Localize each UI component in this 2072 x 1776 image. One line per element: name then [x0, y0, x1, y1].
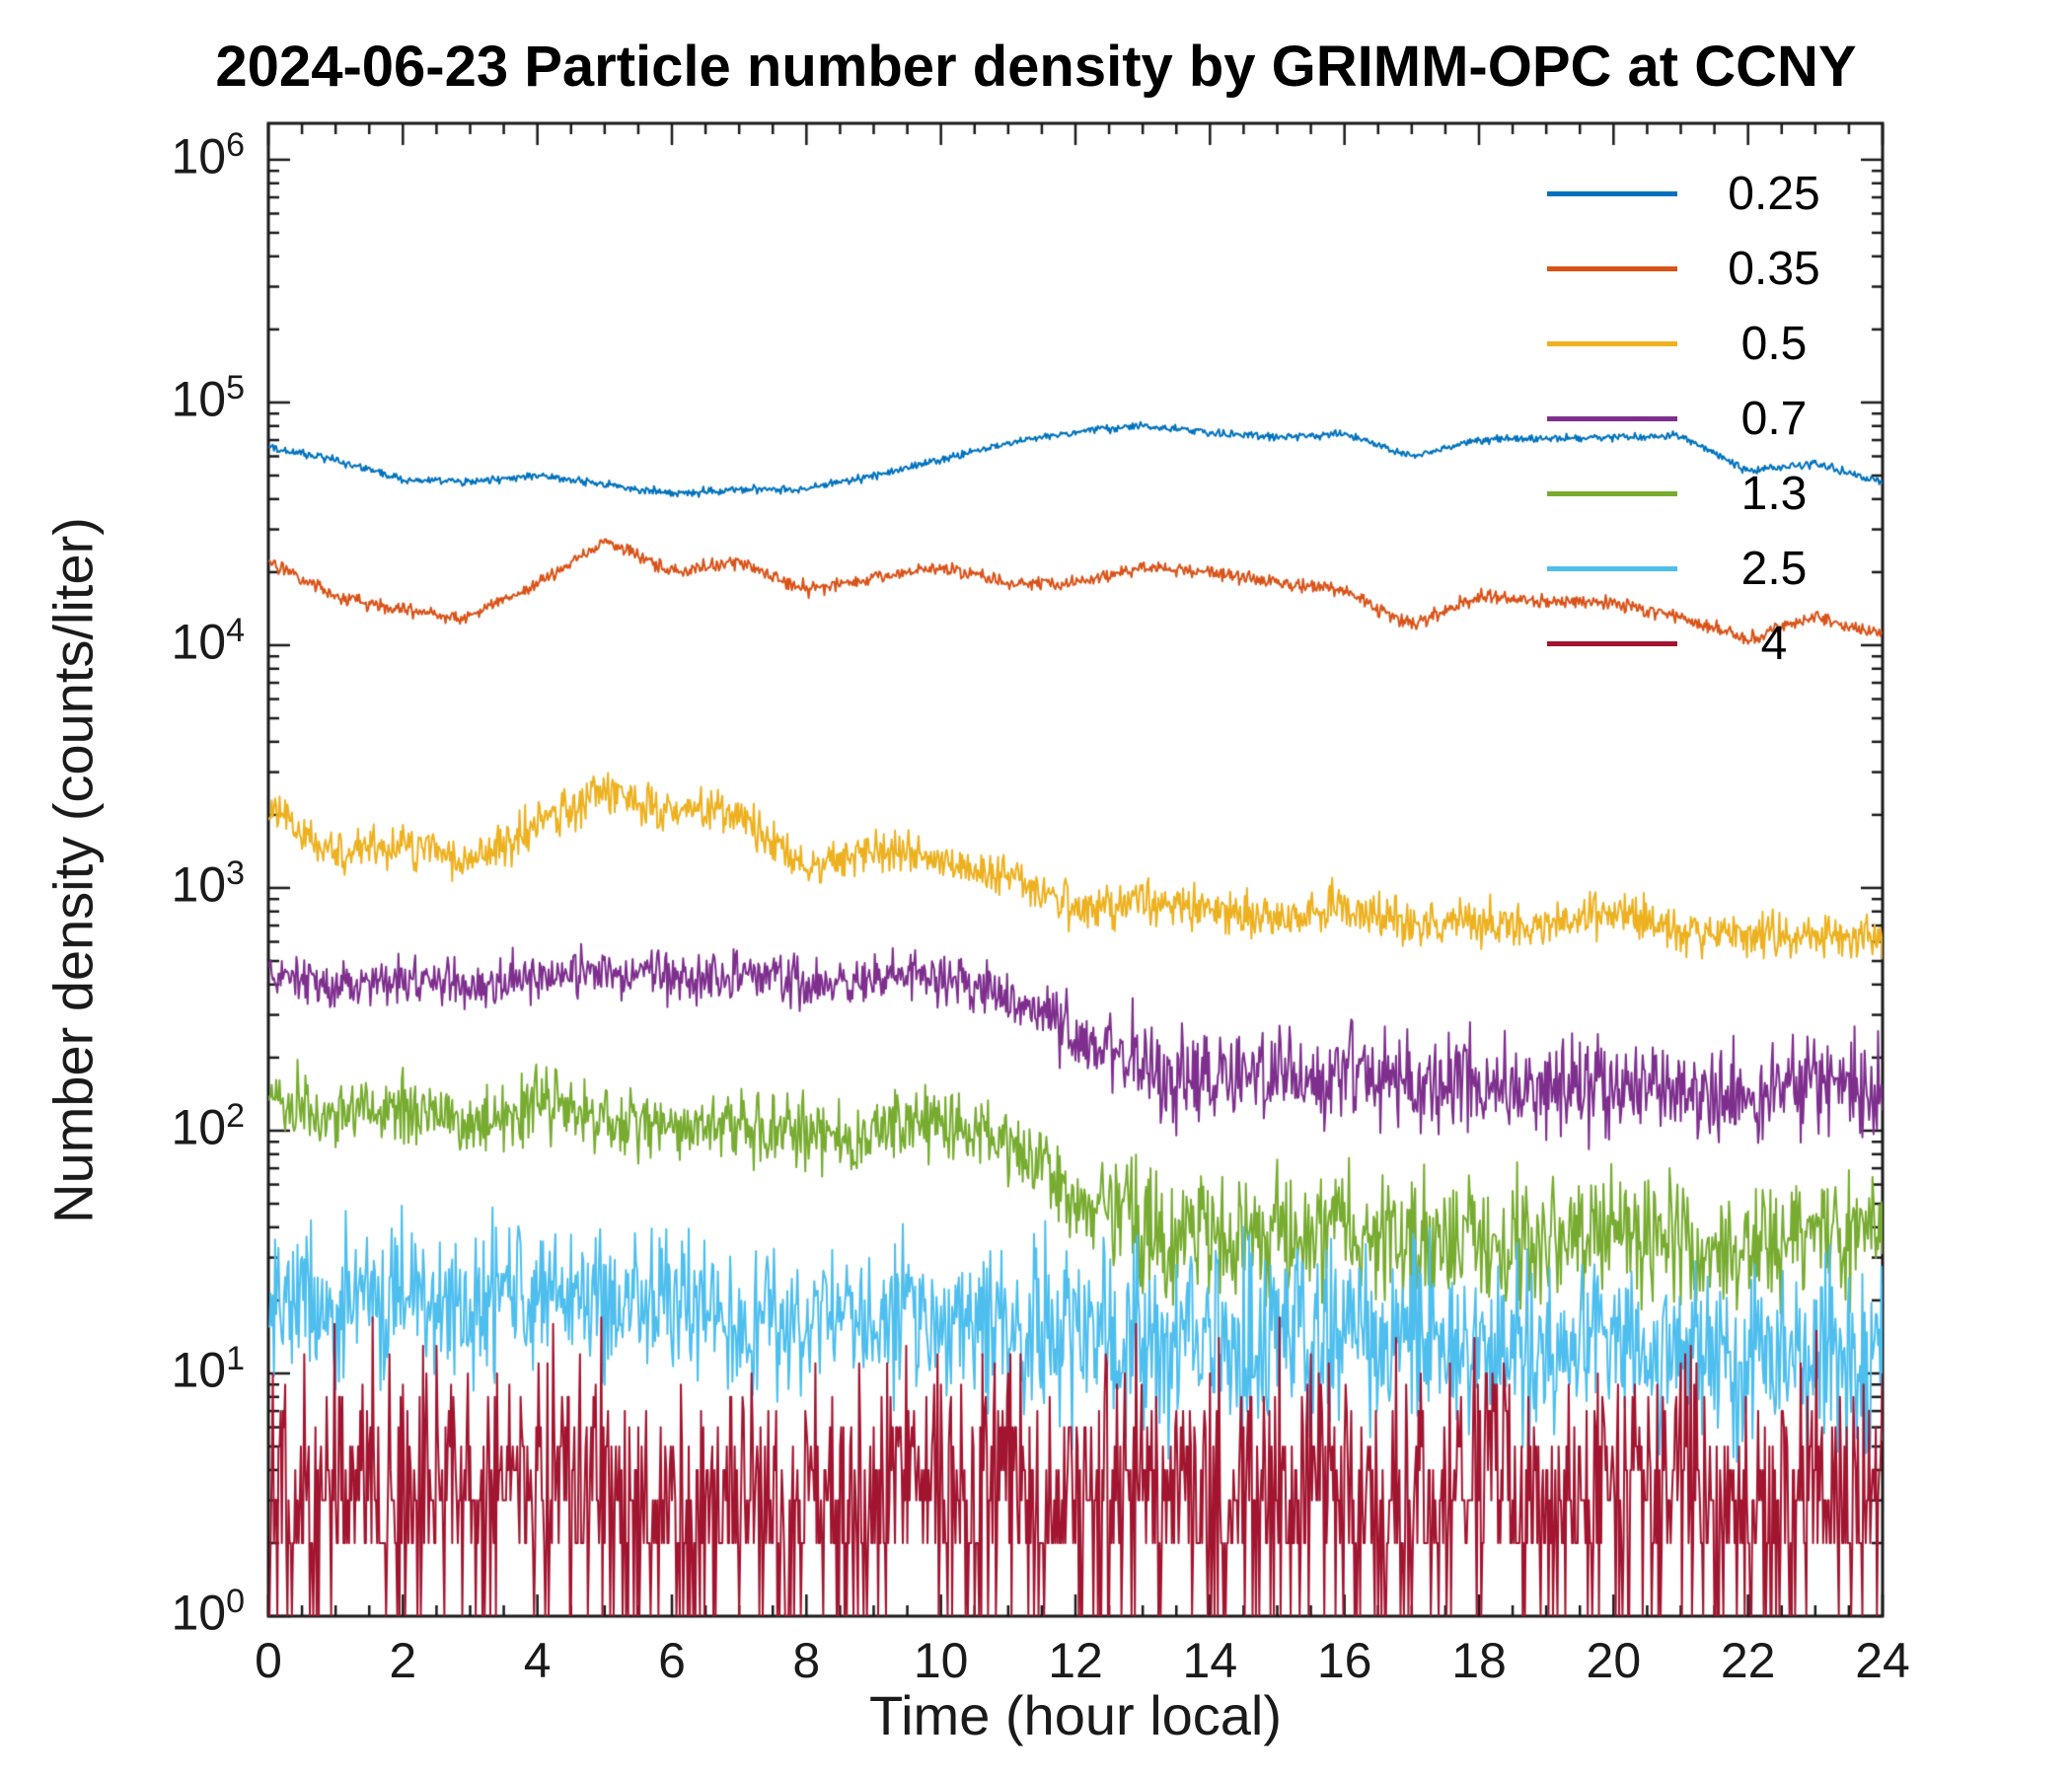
legend-line-swatch — [1547, 265, 1677, 271]
y-tick-label: 104 — [171, 611, 245, 670]
legend-entry: 0.35 — [1547, 231, 1855, 306]
x-tick-label: 8 — [792, 1633, 821, 1688]
y-tick-label: 102 — [171, 1096, 245, 1155]
x-tick-label: 4 — [523, 1633, 552, 1688]
x-tick-label: 20 — [1586, 1633, 1642, 1688]
y-tick-label: 106 — [171, 125, 245, 185]
x-tick-label: 2 — [389, 1633, 417, 1688]
legend-line-swatch — [1547, 490, 1677, 496]
x-tick-label: 0 — [255, 1633, 282, 1688]
chart-title: 2024-06-23 Particle number density by GR… — [215, 35, 1857, 99]
legend-entry: 2.5 — [1547, 531, 1855, 606]
x-tick-label: 18 — [1451, 1633, 1507, 1688]
x-axis-label: Time (hour local) — [868, 1684, 1283, 1746]
y-tick-label: 103 — [171, 853, 245, 913]
x-tick-label: 14 — [1182, 1633, 1238, 1688]
legend-label: 0.35 — [1728, 242, 1820, 295]
legend-line-swatch — [1547, 640, 1677, 646]
x-tick-label: 22 — [1720, 1633, 1776, 1688]
legend-line-swatch — [1547, 565, 1677, 571]
legend-line-swatch — [1547, 415, 1677, 421]
legend-entry: 4 — [1547, 606, 1855, 681]
legend: 0.25 0.35 0.5 0.7 1.3 2.5 4 — [1547, 156, 1855, 681]
x-tick-label: 16 — [1316, 1633, 1372, 1688]
legend-line-swatch — [1547, 340, 1677, 346]
x-tick-label: 12 — [1048, 1633, 1103, 1688]
legend-label: 0.7 — [1740, 392, 1808, 445]
y-tick-label: 101 — [171, 1339, 245, 1398]
legend-label: 4 — [1760, 617, 1788, 670]
legend-label: 2.5 — [1740, 542, 1808, 595]
legend-label: 0.25 — [1728, 167, 1820, 220]
x-tick-label: 6 — [658, 1633, 686, 1688]
legend-label: 0.5 — [1740, 317, 1808, 370]
legend-line-swatch — [1547, 190, 1677, 196]
y-tick-label: 100 — [171, 1583, 245, 1641]
x-tick-label: 10 — [913, 1633, 969, 1688]
legend-entry: 0.25 — [1547, 156, 1855, 231]
legend-entry: 0.5 — [1547, 306, 1855, 381]
legend-entry: 1.3 — [1547, 456, 1855, 531]
legend-label: 1.3 — [1740, 467, 1808, 520]
y-tick-label: 105 — [171, 368, 245, 427]
x-tick-label: 24 — [1855, 1633, 1910, 1688]
legend-entry: 0.7 — [1547, 381, 1855, 456]
